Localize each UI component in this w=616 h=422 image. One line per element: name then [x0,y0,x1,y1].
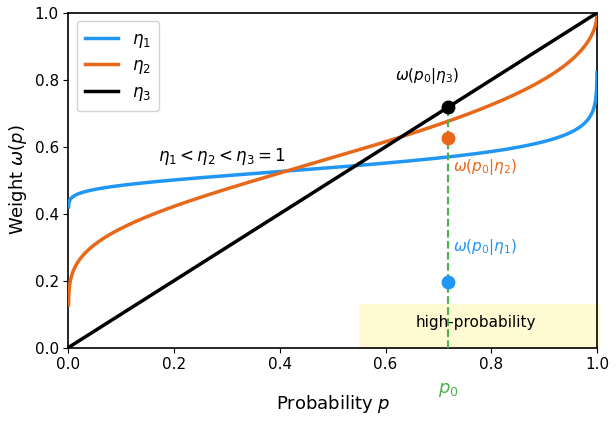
$\eta_3$ [408,127,416,133]
Text: $\eta_1 < \eta_2 < \eta_3 = 1$: $\eta_1 < \eta_2 < \eta_3 = 1$ [158,146,286,167]
$\eta_3$ [267,217,274,222]
$\eta_1$ [408,158,416,163]
Line: $\eta_3$: $\eta_3$ [68,13,597,347]
$\eta_2$ [593,13,601,18]
$\eta_1$ [161,178,168,183]
$\eta_1$ [382,161,389,166]
$\eta_2$ [267,173,274,179]
Bar [359,304,599,349]
$\eta_1$ [459,153,466,158]
Line: $\eta_2$: $\eta_2$ [68,15,597,305]
$\eta_3$ [382,144,389,149]
Text: high-probability: high-probability [415,315,536,330]
$\eta_1$ [500,147,507,152]
$\eta_1$ [593,70,601,75]
$\eta_2$ [408,131,416,136]
$\eta_2$ [161,207,168,212]
Legend: $\eta_1$, $\eta_2$, $\eta_3$: $\eta_1$, $\eta_2$, $\eta_3$ [77,21,159,111]
Text: $\omega(p_0|\eta_3)$: $\omega(p_0|\eta_3)$ [395,65,459,86]
Line: $\eta_1$: $\eta_1$ [68,73,597,207]
$\eta_3$ [161,284,168,289]
Text: $p_0$: $p_0$ [437,381,458,399]
$\eta_2$ [500,97,507,103]
$\eta_1$ [267,170,274,175]
Y-axis label: Weight $\omega(p)$: Weight $\omega(p)$ [7,125,29,235]
Text: $\omega(p_0|\eta_1)$: $\omega(p_0|\eta_1)$ [453,236,517,257]
Text: $\omega(p_0|\eta_2)$: $\omega(p_0|\eta_2)$ [453,157,517,177]
X-axis label: Probability $p$: Probability $p$ [275,393,390,415]
$\eta_2$ [459,114,466,119]
$\eta_3$ [459,95,466,100]
$\eta_2$ [65,303,72,308]
$\eta_3$ [593,11,601,16]
$\eta_1$ [65,204,72,209]
$\eta_3$ [500,70,507,75]
$\eta_3$ [65,345,72,350]
$\eta_2$ [382,139,389,144]
